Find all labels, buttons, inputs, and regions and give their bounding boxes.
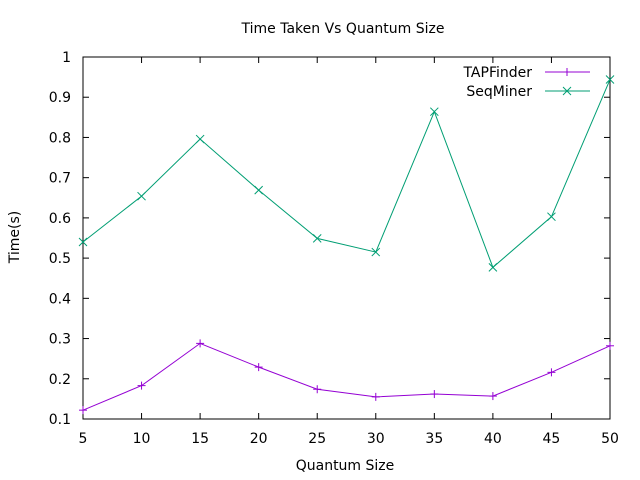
legend-item-tapfinder: TAPFinder — [462, 65, 590, 81]
data-point-tapfinder — [137, 381, 146, 390]
legend-marker-seqminer — [562, 86, 572, 96]
y-tick-label: 0.8 — [49, 130, 71, 146]
x-tick-label: 50 — [601, 431, 619, 447]
legend-label-seqminer: SeqMiner — [466, 84, 532, 100]
data-point-seqminer — [78, 237, 88, 247]
data-point-seqminer — [195, 134, 205, 144]
legend: TAPFinder SeqMiner — [462, 65, 590, 100]
x-tick-label: 20 — [250, 431, 268, 447]
data-point-tapfinder — [196, 339, 205, 348]
legend-item-seqminer: SeqMiner — [466, 84, 590, 100]
y-tick-label: 0.2 — [49, 372, 71, 388]
chart-title: Time Taken Vs Quantum Size — [241, 21, 445, 37]
y-axis-label: Time(s) — [7, 211, 23, 264]
data-point-tapfinder — [79, 406, 87, 415]
x-axis-label: Quantum Size — [296, 458, 395, 474]
x-tick-label: 10 — [133, 431, 151, 447]
y-tick-label: 0.6 — [49, 211, 71, 227]
series-layer — [78, 75, 615, 415]
series-tapfinder — [79, 339, 614, 415]
plot-area-frame — [82, 56, 611, 420]
data-point-tapfinder — [488, 392, 497, 401]
data-point-seqminer — [429, 107, 439, 117]
y-tick-label: 0.9 — [49, 90, 71, 106]
series-seqminer — [78, 75, 615, 272]
y-tick-label: 0.1 — [49, 412, 71, 428]
x-tick-label: 35 — [425, 431, 443, 447]
legend-marker-tapfinder — [563, 68, 571, 76]
x-tick-label: 25 — [308, 431, 326, 447]
x-tick-label: 5 — [79, 431, 88, 447]
series-line-tapfinder — [82, 342, 611, 411]
y-tick-label: 0.7 — [49, 171, 71, 187]
y-tick-label: 1 — [62, 50, 71, 66]
x-tick-label: 40 — [484, 431, 502, 447]
y-tick-label: 0.4 — [49, 291, 71, 307]
data-point-seqminer — [488, 263, 498, 272]
y-tick-label: 0.3 — [49, 332, 71, 348]
legend-label-tapfinder: TAPFinder — [462, 65, 532, 81]
data-point-seqminer — [312, 234, 322, 243]
data-point-tapfinder — [254, 363, 263, 372]
data-point-tapfinder — [371, 392, 380, 401]
data-point-seqminer — [547, 212, 556, 222]
series-line-seqminer — [82, 79, 611, 269]
x-tick-label: 45 — [543, 431, 561, 447]
data-point-tapfinder — [547, 368, 556, 377]
x-tick-label: 30 — [367, 431, 385, 447]
data-point-seqminer — [371, 247, 381, 257]
data-point-tapfinder — [606, 341, 614, 350]
data-point-tapfinder — [313, 385, 322, 394]
data-point-tapfinder — [430, 390, 439, 399]
data-point-seqminer — [254, 185, 264, 195]
x-tick-label: 15 — [191, 431, 209, 447]
data-point-seqminer — [605, 75, 615, 84]
y-tick-label: 0.5 — [49, 251, 71, 267]
data-point-seqminer — [137, 191, 146, 201]
axes: 5 10 15 20 25 30 35 40 45 50 0.1 0.2 0.3 0.4 0.5 0.6 0.7… — [49, 50, 619, 447]
